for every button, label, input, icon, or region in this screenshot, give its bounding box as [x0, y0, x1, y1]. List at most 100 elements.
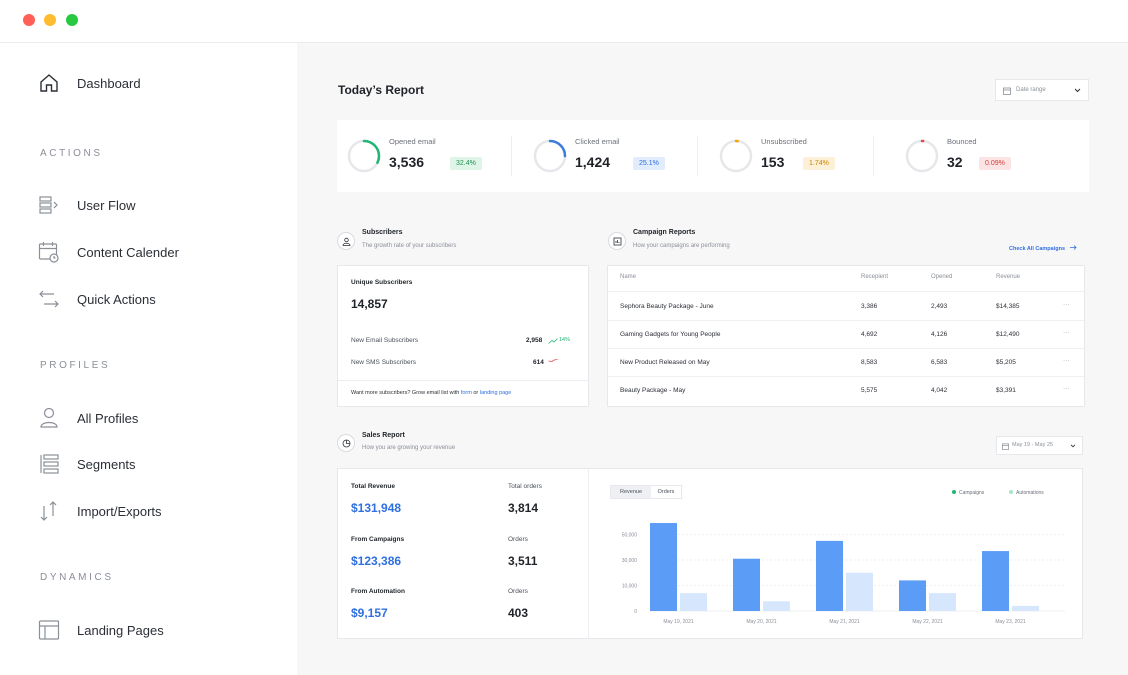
campaign-name: Sephora Beauty Package - June [620, 303, 714, 310]
campaign-recipient: 4,692 [861, 331, 878, 338]
sales-date-label: May 19 - May 25 [1012, 442, 1053, 448]
bar-campaigns-1 [733, 558, 760, 611]
column-header: Name [620, 274, 637, 280]
sidebar-item-label: All Profiles [77, 410, 139, 426]
table-row[interactable]: New Product Released on May 8,583 6,583 … [608, 349, 1084, 377]
y-tick-label: 0 [634, 609, 637, 615]
maximize-window-button[interactable] [66, 14, 78, 26]
campaign-revenue: $3,391 [996, 387, 1016, 394]
column-header: Recepient [861, 274, 889, 280]
stat-percent-badge: 32.4% [450, 157, 482, 170]
users-icon [337, 232, 355, 250]
more-options-icon[interactable]: ··· [1063, 357, 1070, 364]
bar-campaigns-0 [650, 523, 677, 611]
sidebar-item-import-exports[interactable]: Import/Exports [38, 498, 162, 524]
date-range-label: Date range [1016, 87, 1046, 93]
bar-campaigns-3 [899, 580, 926, 611]
home-icon [38, 72, 60, 94]
swap-arrows-icon [38, 288, 60, 310]
stat-clicked-email: Clicked email 1,424 25.1% [533, 120, 709, 192]
tab-revenue[interactable]: Revenue [611, 486, 651, 498]
legend-label-campaigns: Campaigns [959, 490, 985, 496]
sidebar-item-label: User Flow [77, 197, 136, 213]
subscribers-card: Unique Subscribers 14,857 New Email Subs… [337, 265, 589, 407]
more-options-icon[interactable]: ··· [1063, 301, 1070, 308]
email-delta: 14% [559, 337, 571, 343]
table-row[interactable]: Beauty Package - May 5,575 4,042 $3,391 … [608, 377, 1084, 405]
campaign-recipient: 3,386 [861, 303, 878, 310]
sidebar: Dashboard ACTIONS User Flow Content Cale… [0, 43, 297, 675]
campaign-name: New Product Released on May [620, 359, 710, 366]
bar-automations-3 [929, 593, 956, 611]
chevron-down-icon [1074, 88, 1081, 93]
sidebar-item-content-calender[interactable]: Content Calender [38, 239, 179, 265]
subscribers-footer: Want more subscribers? Grow email list w… [351, 390, 511, 396]
chevron-down-icon [1070, 444, 1076, 448]
campaign-table: Name Recepient Opened Revenue Sephora Be… [607, 265, 1085, 407]
table-row[interactable]: Sephora Beauty Package - June 3,386 2,49… [608, 293, 1084, 321]
y-tick-label: 30,000 [622, 558, 638, 564]
arrow-right-icon [1069, 245, 1077, 250]
section-label-actions: ACTIONS [40, 148, 103, 159]
campaign-name: Gaming Gadgets for Young People [620, 331, 721, 338]
unique-subscribers-value: 14,857 [351, 297, 388, 311]
sidebar-item-dashboard[interactable]: Dashboard [38, 70, 141, 96]
x-tick-label: May 21, 2021 [829, 619, 860, 625]
sidebar-item-user-flow[interactable]: User Flow [38, 192, 136, 218]
campaign-recipient: 5,575 [861, 387, 878, 394]
total-revenue-label: Total Revenue [351, 483, 395, 490]
sidebar-item-quick-actions[interactable]: Quick Actions [38, 286, 156, 312]
campaign-subtitle: How your campaigns are performing [633, 243, 730, 249]
campaign-orders-value: 3,511 [508, 554, 538, 568]
sales-card: Total Revenue $131,948 Total orders 3,81… [337, 468, 1083, 639]
from-automation-label: From Automation [351, 588, 405, 595]
footer-or: or [473, 390, 479, 396]
main-content: Today’s Report Date range Opened email 3… [297, 43, 1128, 675]
from-campaigns-label: From Campaigns [351, 536, 405, 543]
new-email-subscribers-value: 2,958 [526, 337, 543, 344]
window-titlebar [0, 0, 1128, 43]
landing-page-link[interactable]: landing page [479, 390, 512, 396]
more-options-icon[interactable]: ··· [1063, 329, 1070, 336]
campaign-opened: 2,493 [931, 303, 948, 310]
stat-label: Bounced [947, 137, 977, 146]
pie-chart-icon [337, 434, 355, 452]
campaign-revenue: $14,385 [996, 303, 1020, 310]
trend-down-icon [548, 359, 558, 362]
campaign-opened: 4,126 [931, 331, 948, 338]
campaign-opened: 6,583 [931, 359, 948, 366]
sales-date-select[interactable]: May 19 - May 25 [996, 436, 1083, 455]
sidebar-item-all-profiles[interactable]: All Profiles [38, 405, 138, 431]
total-orders-value: 3,814 [508, 501, 539, 515]
sales-title: Sales Report [362, 432, 405, 439]
new-email-subscribers-label: New Email Subscribers [351, 337, 419, 344]
bar-automations-0 [680, 593, 707, 611]
stat-value: 153 [761, 154, 785, 170]
y-tick-label: 50,000 [622, 533, 638, 539]
sidebar-item-landing-pages[interactable]: Landing Pages [38, 617, 164, 643]
x-tick-label: May 22, 2021 [912, 619, 943, 625]
bar-automations-4 [1012, 605, 1039, 611]
automation-orders-label: Orders [508, 588, 528, 595]
new-sms-subscribers-label: New SMS Subscribers [351, 359, 417, 366]
sidebar-item-segments[interactable]: Segments [38, 451, 136, 477]
bar-automations-2 [846, 572, 873, 611]
table-row[interactable]: Gaming Gadgets for Young People 4,692 4,… [608, 321, 1084, 349]
check-all-campaigns-link[interactable]: Check All Campaigns [1009, 237, 1077, 255]
date-range-select[interactable]: Date range [995, 79, 1089, 101]
progress-ring [533, 139, 567, 173]
subscribers-title: Subscribers [362, 229, 403, 236]
calendar-icon [1002, 443, 1009, 450]
campaign-title: Campaign Reports [633, 229, 696, 236]
from-campaigns-value: $123,386 [351, 554, 402, 568]
campaign-opened: 4,042 [931, 387, 948, 394]
table-header: Name Recepient Opened Revenue [608, 266, 1084, 292]
more-options-icon[interactable]: ··· [1063, 385, 1070, 392]
minimize-window-button[interactable] [44, 14, 56, 26]
form-link[interactable]: form [460, 390, 472, 396]
x-tick-label: May 20, 2021 [746, 619, 777, 625]
close-window-button[interactable] [23, 14, 35, 26]
tab-orders[interactable]: Orders [657, 489, 675, 495]
stat-opened-email: Opened email 3,536 32.4% [347, 120, 523, 192]
page-title: Today’s Report [338, 83, 425, 97]
